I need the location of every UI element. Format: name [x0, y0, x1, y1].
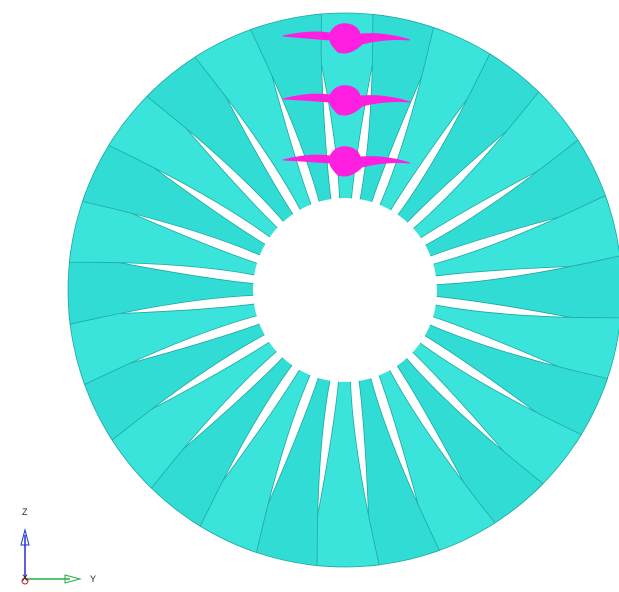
hub-opening: [253, 198, 437, 382]
axis-triad: Z Y X: [20, 507, 96, 585]
fan-blade: [146, 51, 295, 224]
fan-blade: [143, 355, 294, 527]
fan-blade: [423, 139, 610, 258]
fan-blade: [377, 368, 496, 555]
y-arrow: [64, 574, 82, 584]
fan-blade: [395, 356, 544, 529]
x-axis: [21, 577, 29, 585]
z-arrow: [20, 528, 30, 546]
section-marker: [282, 146, 411, 177]
fan-blade: [434, 255, 619, 329]
fan-blade: [422, 323, 609, 445]
fan-blade: [396, 53, 547, 225]
fan-blade: [430, 304, 619, 390]
fan-blade: [194, 25, 313, 212]
fan-blade: [245, 375, 331, 567]
fan-blade: [67, 251, 256, 325]
section-markers: [282, 23, 411, 177]
fan-blade: [358, 375, 440, 567]
fan-blade: [378, 26, 500, 213]
fan-blade: [80, 322, 267, 441]
y-label: Y: [90, 574, 96, 584]
fan-blade: [430, 195, 619, 277]
fan-blade: [81, 135, 268, 257]
fan-blade: [108, 88, 280, 239]
fan-blade: [106, 340, 279, 489]
section-marker: [282, 23, 411, 54]
x-label: X: [22, 573, 28, 583]
fan-blade: [190, 367, 312, 554]
fan-blade: [68, 303, 260, 385]
fan-blade: [411, 91, 584, 240]
fan-blade: [410, 341, 582, 492]
z-label: Z: [22, 507, 28, 517]
fan-blade: [306, 379, 380, 568]
section-marker: [282, 85, 411, 116]
fan-model: [67, 12, 619, 568]
fan-blade: [68, 190, 260, 276]
